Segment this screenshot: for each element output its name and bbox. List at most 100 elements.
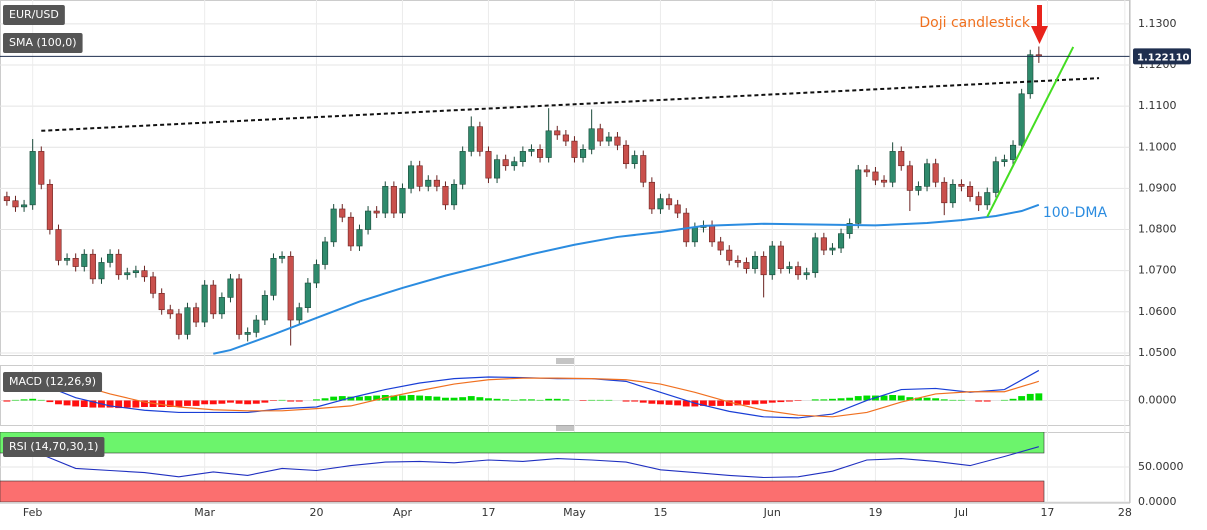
histogram-bar bbox=[424, 396, 432, 401]
x-tick-label: 17 bbox=[481, 506, 495, 519]
candle-body bbox=[253, 319, 260, 333]
x-tick-label: 20 bbox=[309, 506, 323, 519]
histogram-bar bbox=[622, 400, 630, 402]
histogram-bar bbox=[347, 396, 355, 401]
series-label: 100-DMA bbox=[1043, 205, 1108, 221]
histogram-bar bbox=[3, 400, 11, 402]
candle-body bbox=[21, 204, 28, 208]
histogram-bar bbox=[356, 396, 363, 401]
last-price-box bbox=[1133, 48, 1191, 65]
histogram-bar bbox=[768, 400, 776, 403]
histogram-bar bbox=[12, 399, 19, 401]
candle-body bbox=[717, 241, 724, 251]
x-tick-label: 19 bbox=[868, 506, 882, 519]
histogram-bar bbox=[321, 398, 329, 401]
candle-body bbox=[752, 255, 759, 269]
candle-body bbox=[158, 292, 165, 311]
candle-body bbox=[562, 134, 569, 142]
sma-line bbox=[213, 203, 1040, 355]
histogram-bar bbox=[364, 396, 372, 401]
histogram-bar bbox=[235, 400, 243, 404]
candle-body bbox=[537, 149, 544, 158]
y-tick-label: 1.1000 bbox=[1138, 140, 1177, 153]
y-tick-label: 1.0800 bbox=[1138, 223, 1177, 236]
candle-body bbox=[210, 284, 217, 315]
histogram-bar bbox=[743, 400, 750, 405]
legend-label: RSI (14,70,30,1) bbox=[9, 440, 98, 453]
histogram-bar bbox=[846, 397, 854, 401]
candle-body bbox=[442, 186, 449, 206]
annotation: Doji candlestick bbox=[919, 15, 1030, 31]
histogram-bar bbox=[932, 398, 940, 401]
candle-body bbox=[3, 196, 10, 202]
histogram-bar bbox=[657, 400, 664, 405]
histogram-bar bbox=[295, 400, 303, 402]
candle-body bbox=[829, 247, 836, 251]
candle-body bbox=[709, 225, 716, 243]
histogram-bar bbox=[72, 400, 80, 407]
histogram-bar bbox=[184, 400, 191, 406]
candle-body bbox=[898, 151, 905, 167]
legend-box bbox=[3, 372, 103, 392]
histogram-bar bbox=[588, 399, 596, 401]
histogram-bar bbox=[889, 395, 897, 401]
histogram-bar bbox=[209, 400, 217, 405]
histogram-bar bbox=[510, 399, 518, 401]
candle-body bbox=[46, 183, 53, 230]
candle-body bbox=[38, 151, 45, 185]
histogram-bar bbox=[949, 399, 957, 401]
candle-body bbox=[1035, 54, 1042, 57]
histogram-bar bbox=[63, 400, 71, 406]
histogram-bar bbox=[734, 400, 742, 406]
last-price-label: 1.122110 bbox=[1137, 52, 1190, 63]
trend-line bbox=[41, 77, 1100, 132]
y-tick-label: 1.0700 bbox=[1138, 264, 1177, 277]
candle-body bbox=[769, 245, 776, 276]
candle-body bbox=[958, 183, 965, 187]
histogram-bar bbox=[605, 399, 613, 401]
candle-body bbox=[666, 198, 673, 206]
candle-body bbox=[571, 140, 578, 158]
histogram-bar bbox=[158, 400, 166, 407]
histogram-bar bbox=[244, 400, 252, 405]
x-tick-label: 28 bbox=[1118, 506, 1132, 519]
histogram-bar bbox=[227, 400, 234, 403]
candle-body bbox=[872, 171, 879, 181]
candle-body bbox=[588, 128, 595, 150]
candle-body bbox=[1001, 159, 1008, 162]
candle-body bbox=[98, 262, 105, 280]
candle-body bbox=[691, 227, 698, 243]
candle-body bbox=[485, 151, 492, 179]
histogram-bar bbox=[493, 398, 501, 401]
x-tick-label: Jul bbox=[954, 506, 968, 519]
candle-body bbox=[734, 260, 741, 263]
histogram-bar bbox=[132, 400, 140, 408]
histogram-bar bbox=[760, 400, 768, 404]
candle-body bbox=[915, 186, 922, 191]
candle-body bbox=[984, 192, 991, 206]
candle-body bbox=[837, 233, 845, 249]
arrow bbox=[1031, 5, 1048, 44]
candle-body bbox=[12, 200, 19, 208]
histogram-bar bbox=[923, 397, 931, 401]
candle-body bbox=[1009, 144, 1017, 160]
histogram-bar bbox=[115, 400, 123, 409]
candle-body bbox=[218, 297, 225, 315]
candle-body bbox=[820, 237, 827, 251]
candle-body bbox=[760, 255, 767, 276]
candle-body bbox=[236, 278, 243, 335]
y-tick-label: 1.1300 bbox=[1138, 17, 1177, 30]
candle-body bbox=[966, 186, 974, 197]
histogram-bar bbox=[562, 399, 570, 401]
candle-body bbox=[657, 198, 664, 210]
histogram-bar bbox=[725, 400, 733, 406]
histogram-bar bbox=[837, 398, 845, 401]
candle-body bbox=[425, 179, 432, 187]
candle-body bbox=[29, 151, 36, 206]
x-tick-label: Mar bbox=[194, 506, 215, 519]
candle-body bbox=[648, 181, 655, 210]
candle-body bbox=[141, 270, 148, 278]
histogram-bar bbox=[958, 399, 965, 401]
histogram-bar bbox=[545, 398, 553, 401]
